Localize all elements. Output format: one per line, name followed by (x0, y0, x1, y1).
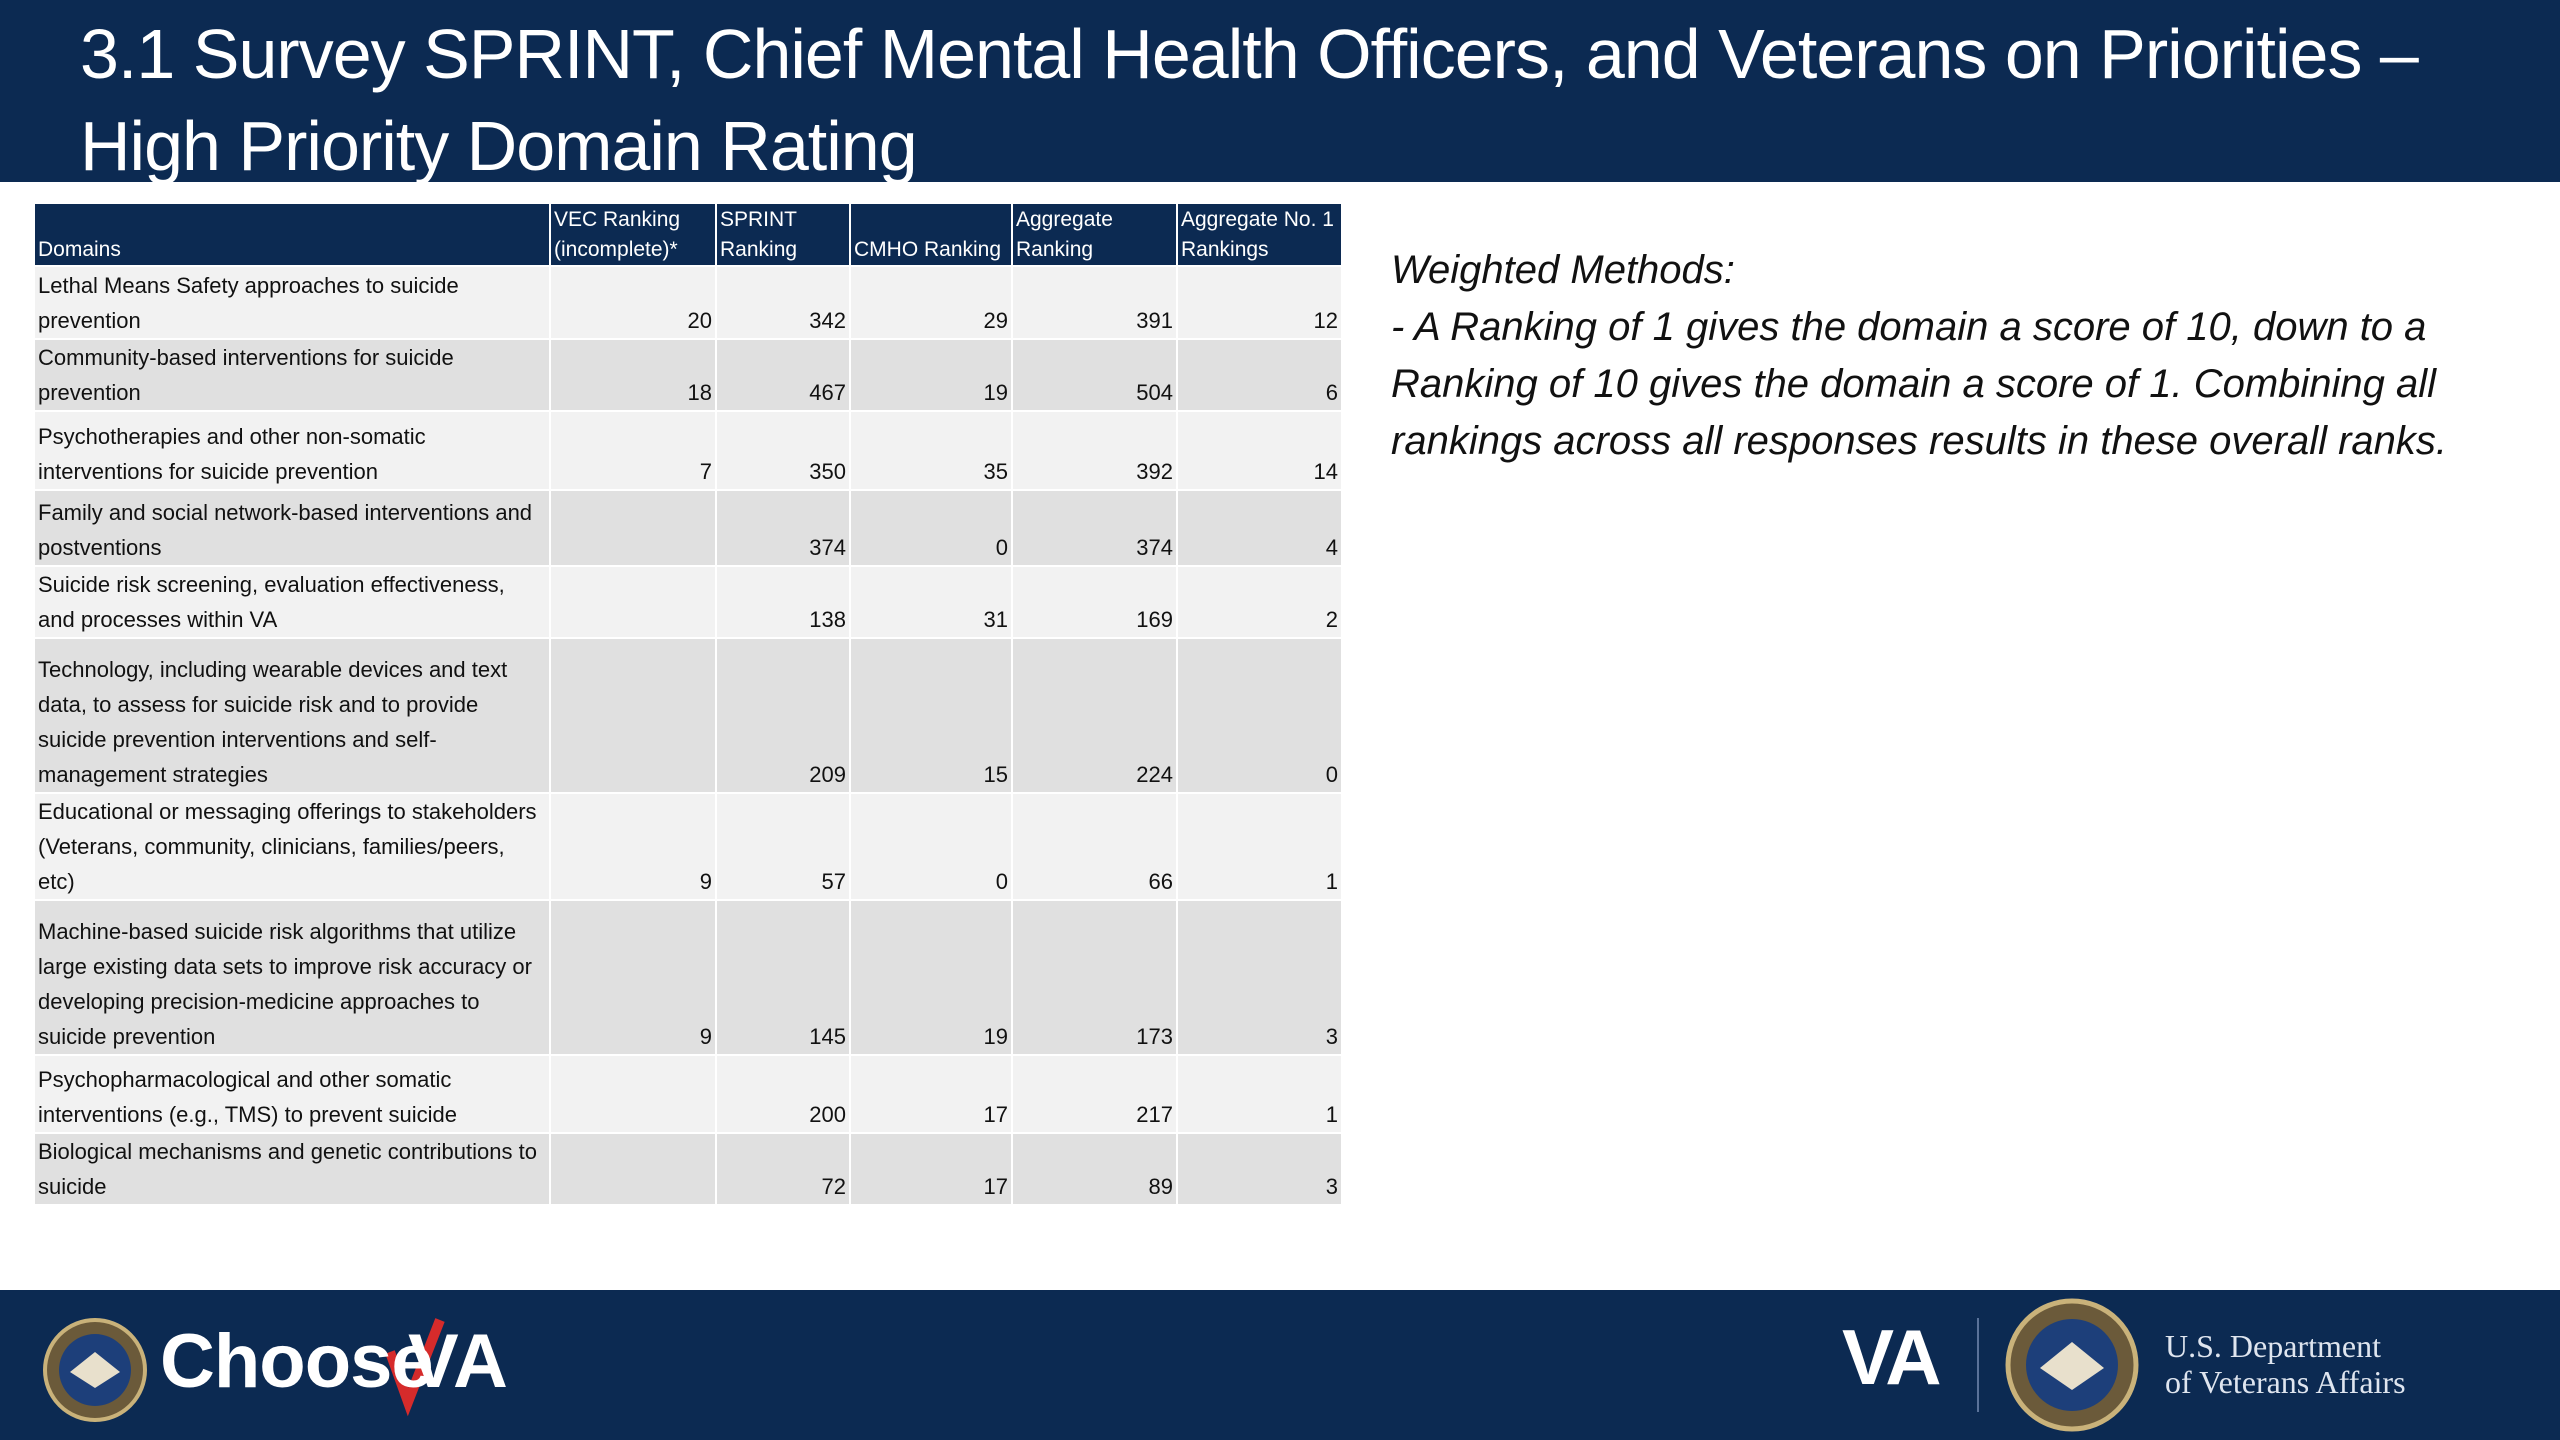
value-cell: 9 (549, 899, 717, 1056)
footer-graphics (43, 1298, 2139, 1432)
notes-text: - A Ranking of 1 gives the domain a scor… (1391, 305, 2448, 463)
value-cell: 15 (849, 637, 1013, 794)
value-cell: 3 (1176, 899, 1343, 1056)
column-header: Domains (33, 202, 551, 267)
value-cell: 2 (1176, 565, 1343, 639)
notes-heading: Weighted Methods: (1391, 248, 1735, 292)
slide-title: 3.1 Survey SPRINT, Chief Mental Health O… (80, 15, 2419, 185)
value-cell: 19 (849, 899, 1013, 1056)
seal-right (2005, 1298, 2139, 1432)
value-cell: 31 (849, 565, 1013, 639)
value-cell: 7 (549, 410, 717, 491)
value-cell: 66 (1011, 792, 1178, 901)
value-cell: 14 (1176, 410, 1343, 491)
domain-cell: Biological mechanisms and genetic contri… (33, 1132, 551, 1206)
department-line1: U.S. Department (2165, 1328, 2381, 1364)
table-row: Family and social network-based interven… (33, 489, 1343, 567)
value-cell: 29 (849, 265, 1013, 340)
table-row: Biological mechanisms and genetic contri… (33, 1132, 1343, 1206)
value-cell: 173 (1011, 899, 1178, 1056)
ranking-table: Domains VEC Ranking (incomplete)* SPRINT R… (33, 202, 1343, 1206)
domain-cell: Lethal Means Safety approaches to suicid… (33, 265, 551, 340)
domain-cell: Psychopharmacological and other somatic … (33, 1054, 551, 1134)
value-cell: 1 (1176, 792, 1343, 901)
value-cell (549, 1054, 717, 1134)
value-cell: 145 (715, 899, 851, 1056)
value-cell (549, 637, 717, 794)
value-cell: 374 (715, 489, 851, 567)
value-cell (549, 565, 717, 639)
value-cell: 17 (849, 1054, 1013, 1134)
value-cell: 209 (715, 637, 851, 794)
domain-cell: Psychotherapies and other non-somatic in… (33, 410, 551, 491)
table-row: Community-based interventions for suicid… (33, 338, 1343, 412)
header-row: Domains VEC Ranking (incomplete)* SPRINT R… (33, 202, 1343, 267)
value-cell: 467 (715, 338, 851, 412)
value-cell: 3 (1176, 1132, 1343, 1206)
value-cell: 392 (1011, 410, 1178, 491)
value-cell: 17 (849, 1132, 1013, 1206)
value-cell: 89 (1011, 1132, 1178, 1206)
value-cell: 6 (1176, 338, 1343, 412)
value-cell: 18 (549, 338, 717, 412)
column-header: Aggregate No. 1 Rankings (1176, 202, 1343, 267)
value-cell: 138 (715, 565, 851, 639)
value-cell: 0 (1176, 637, 1343, 794)
domain-cell: Family and social network-based interven… (33, 489, 551, 567)
table-row: Lethal Means Safety approaches to suicid… (33, 265, 1343, 340)
domain-cell: Machine-based suicide risk algorithms th… (33, 899, 551, 1056)
value-cell: 342 (715, 265, 851, 340)
value-cell: 200 (715, 1054, 851, 1134)
department-line2: of Veterans Affairs (2165, 1364, 2406, 1400)
brand-mark: VA (408, 1319, 508, 1404)
value-cell: 20 (549, 265, 717, 340)
column-header: SPRINT Ranking (715, 202, 851, 267)
table-row: Educational or messaging offerings to st… (33, 792, 1343, 901)
va-logo: VA (1842, 1313, 1942, 1401)
value-cell: 0 (849, 792, 1013, 901)
value-cell: 19 (849, 338, 1013, 412)
value-cell: 0 (849, 489, 1013, 567)
table-row: Psychotherapies and other non-somatic in… (33, 410, 1343, 491)
seal-left (43, 1318, 147, 1422)
value-cell: 12 (1176, 265, 1343, 340)
column-header: VEC Ranking (incomplete)* (549, 202, 717, 267)
domain-cell: Community-based interventions for suicid… (33, 338, 551, 412)
header-bar: 3.1 Survey SPRINT, Chief Mental Health O… (0, 0, 2560, 185)
value-cell: 169 (1011, 565, 1178, 639)
value-cell: 35 (849, 410, 1013, 491)
column-header: CMHO Ranking (849, 202, 1013, 267)
value-cell: 350 (715, 410, 851, 491)
value-cell: 72 (715, 1132, 851, 1206)
value-cell: 504 (1011, 338, 1178, 412)
table-row: Technology, including wearable devices a… (33, 637, 1343, 794)
brand-word: Choose (160, 1319, 434, 1404)
domain-cell: Technology, including wearable devices a… (33, 637, 551, 794)
value-cell: 57 (715, 792, 851, 901)
value-cell: 4 (1176, 489, 1343, 567)
value-cell: 9 (549, 792, 717, 901)
value-cell (549, 1132, 717, 1206)
value-cell: 1 (1176, 1054, 1343, 1134)
value-cell: 217 (1011, 1054, 1178, 1134)
value-cell (549, 489, 717, 567)
value-cell: 374 (1011, 489, 1178, 567)
check-mark (385, 1318, 445, 1417)
table-row: Suicide risk screening, evaluation effec… (33, 565, 1343, 639)
column-header: Aggregate Ranking (1011, 202, 1178, 267)
value-cell: 391 (1011, 265, 1178, 340)
footer-bar: Choose VA VA U.S. Department of Veterans… (0, 1290, 2560, 1440)
table-row: Machine-based suicide risk algorithms th… (33, 899, 1343, 1056)
domain-cell: Suicide risk screening, evaluation effec… (33, 565, 551, 639)
table-row: Psychopharmacological and other somatic … (33, 1054, 1343, 1134)
notes: Weighted Methods: - A Ranking of 1 gives… (1391, 242, 2471, 470)
domain-cell: Educational or messaging offerings to st… (33, 792, 551, 901)
value-cell: 224 (1011, 637, 1178, 794)
